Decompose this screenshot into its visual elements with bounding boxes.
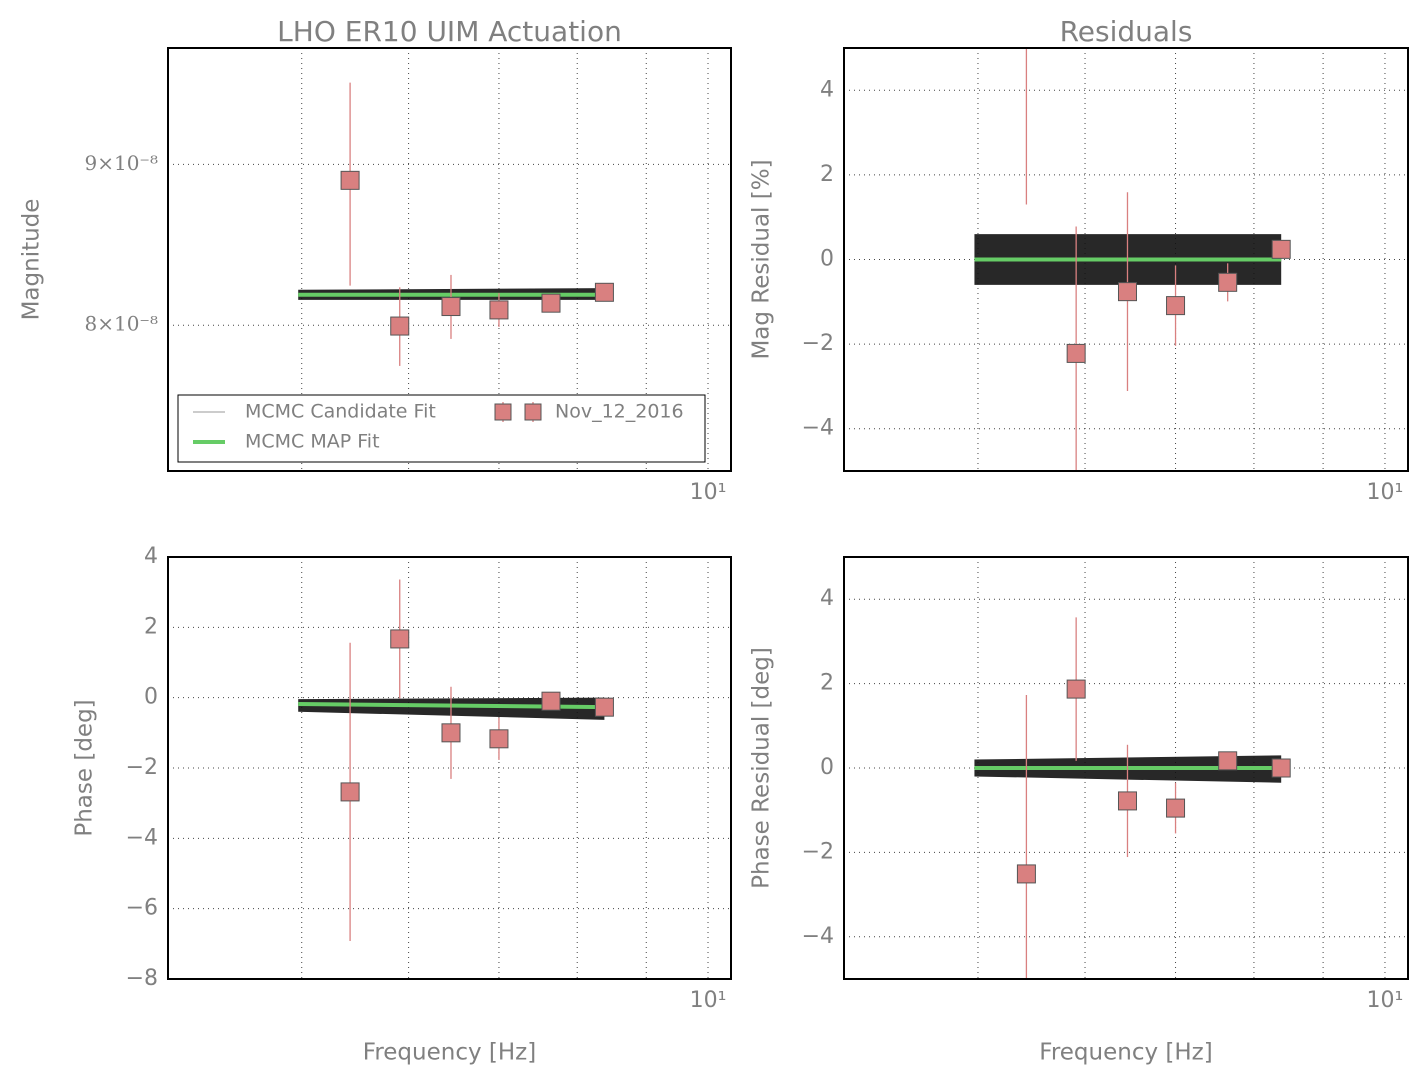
marker: [441, 723, 461, 743]
marker: [489, 300, 509, 320]
x-tick-label: 10¹: [690, 480, 727, 505]
y-axis-label: Phase [deg]: [72, 699, 98, 836]
y-tick-label: 0: [820, 247, 834, 272]
marker: [594, 282, 614, 302]
y-tick-label: −8: [126, 966, 158, 991]
axes-frame: [167, 47, 732, 472]
marker: [340, 782, 360, 802]
y-tick-label: 0: [820, 755, 834, 780]
plot-area: [168, 557, 731, 979]
y-tick-label: −2: [126, 755, 158, 780]
marker: [594, 697, 614, 717]
y-axis-label: Mag Residual [%]: [749, 159, 775, 359]
y-tick-label: 9×10⁻⁸: [84, 151, 158, 175]
marker: [541, 293, 561, 313]
marker: [390, 629, 410, 649]
legend-label: MCMC MAP Fit: [245, 431, 380, 453]
y-tick-label: 2: [144, 614, 158, 639]
y-tick-label: 4: [820, 77, 834, 102]
marker: [1166, 296, 1186, 316]
y-tick-label: 4: [820, 586, 834, 611]
marker: [1066, 343, 1086, 363]
marker: [489, 729, 509, 749]
y-tick-label: 8×10⁻⁸: [84, 312, 158, 336]
y-tick-label: 0: [144, 685, 158, 710]
axes-frame: [843, 556, 1409, 980]
y-axis-label: Magnitude: [19, 199, 45, 321]
x-tick-label: 10¹: [1367, 988, 1404, 1013]
y-tick-label: −4: [802, 416, 834, 441]
marker: [390, 316, 410, 336]
plot-area: [844, 48, 1408, 471]
y-tick-label: −2: [802, 331, 834, 356]
plot-area: [844, 557, 1408, 979]
y-tick-label: −2: [802, 839, 834, 864]
legend-marker: [524, 403, 542, 421]
legend: MCMC Candidate Fit MCMC MAP Fit Nov_12_201…: [177, 394, 706, 463]
y-tick-label: −6: [126, 896, 158, 921]
axes-frame: [843, 47, 1409, 472]
x-tick-label: 10¹: [690, 988, 727, 1013]
marker: [541, 691, 561, 711]
marker: [1166, 798, 1186, 818]
marker: [441, 297, 461, 317]
legend-marker: [494, 403, 512, 421]
legend-box: [177, 394, 706, 463]
y-tick-label: −4: [802, 924, 834, 949]
marker: [1117, 282, 1137, 302]
marker: [340, 170, 360, 190]
marker: [1066, 679, 1086, 699]
x-axis-label: Frequency [Hz]: [363, 1040, 536, 1066]
y-tick-label: −4: [126, 825, 158, 850]
legend-label: Nov_12_2016: [555, 401, 684, 423]
axes-frame: [167, 556, 732, 980]
subplot-title: Residuals: [1060, 15, 1193, 48]
marker: [1218, 272, 1238, 292]
legend-label: MCMC Candidate Fit: [245, 401, 436, 423]
x-axis-label: Frequency [Hz]: [1039, 1040, 1212, 1066]
marker: [1218, 751, 1238, 771]
y-tick-label: 2: [820, 671, 834, 696]
subplot-title: LHO ER10 UIM Actuation: [277, 15, 622, 48]
plot-area: [168, 48, 731, 471]
marker: [1271, 239, 1291, 259]
marker: [1117, 791, 1137, 811]
marker: [1271, 758, 1291, 778]
x-tick-label: 10¹: [1367, 480, 1404, 505]
y-tick-label: 2: [820, 162, 834, 187]
y-tick-label: 4: [144, 544, 158, 569]
marker: [1016, 864, 1036, 884]
y-axis-label: Phase Residual [deg]: [749, 647, 775, 889]
